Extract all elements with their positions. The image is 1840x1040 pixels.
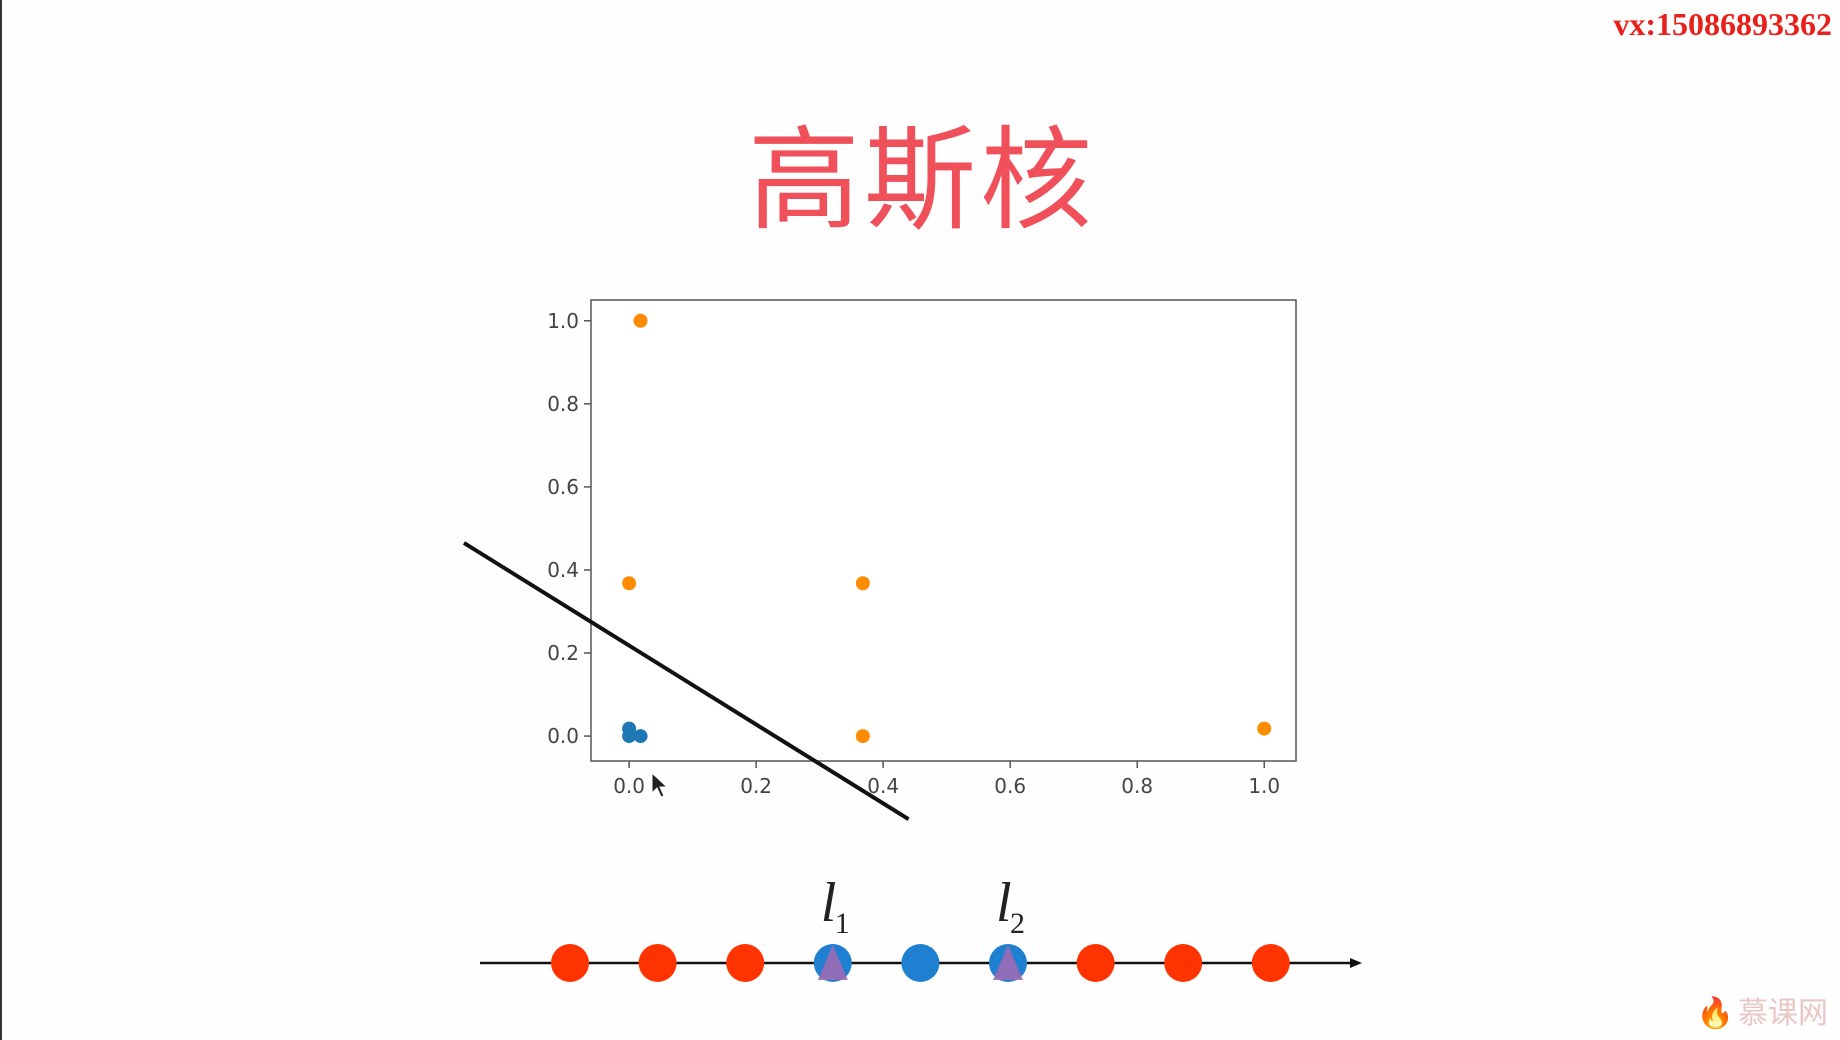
y-axis: 0.0 0.2 0.4 0.6 0.8 1.0 [547, 309, 591, 748]
watermark-text: 慕课网 [1738, 996, 1828, 1031]
scatter-point [622, 576, 637, 591]
y-tick-label: 1.0 [547, 309, 579, 333]
slide-title: 高斯核 [748, 116, 1096, 246]
x-axis: 0.0 0.2 0.4 0.6 0.8 1.0 [613, 761, 1280, 798]
x-tick-label: 0.6 [994, 774, 1026, 798]
x-tick-label: 1.0 [1248, 774, 1280, 798]
scatter-point [633, 729, 648, 744]
x-tick-label: 0.0 [613, 774, 645, 798]
scatter-point [855, 576, 870, 591]
x-tick-label: 0.2 [740, 774, 772, 798]
scatter-point [1257, 721, 1272, 736]
scatter-point [855, 729, 870, 744]
decision-boundary-line [462, 541, 910, 821]
y-tick-label: 0.6 [547, 475, 579, 499]
y-tick-label: 0.4 [547, 558, 579, 582]
contact-text: vx:15086893362 [1613, 6, 1832, 42]
watermark: 🔥 慕课网 [1697, 988, 1828, 1032]
plot-frame [590, 299, 1297, 762]
y-tick-label: 0.8 [547, 392, 579, 416]
y-tick-label: 0.0 [547, 724, 579, 748]
flame-icon: 🔥 [1696, 996, 1734, 1031]
y-tick-label: 0.2 [547, 641, 579, 665]
scatter-points [622, 313, 1272, 744]
scatter-point [633, 313, 648, 328]
scatter-point [622, 729, 637, 744]
mouse-cursor-icon [651, 771, 669, 798]
x-tick-label: 0.4 [867, 774, 899, 798]
x-tick-label: 0.8 [1121, 774, 1153, 798]
